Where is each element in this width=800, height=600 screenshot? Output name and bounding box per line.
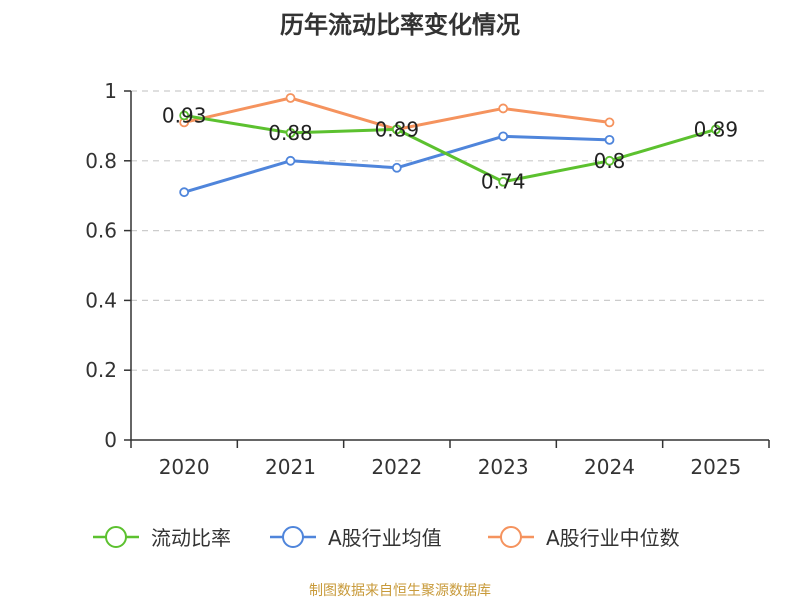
legend-marker <box>500 526 522 548</box>
data-point[interactable] <box>285 93 296 103</box>
legend-label: A股行业均值 <box>328 526 442 550</box>
data-point[interactable] <box>498 131 509 142</box>
data-point[interactable] <box>285 127 296 138</box>
data-label: 0.89 <box>694 117 739 141</box>
data-point[interactable] <box>498 103 509 114</box>
data-point[interactable] <box>179 110 190 121</box>
data-label: 0.8 <box>594 149 626 173</box>
series-group <box>179 93 721 198</box>
y-tick-label: 0.8 <box>85 149 117 173</box>
legend-item[interactable]: 流动比率 <box>93 526 231 550</box>
y-tick-label: 0.2 <box>85 358 117 382</box>
legend-marker <box>105 526 127 548</box>
data-label: 0.88 <box>268 121 313 145</box>
data-labels: 0.93 0.88 0.89 0.74 0.8 0.89 <box>162 103 738 193</box>
legend-label: A股行业中位数 <box>546 526 680 550</box>
data-point[interactable] <box>179 187 190 198</box>
x-tick-label: 2025 <box>690 455 741 479</box>
data-label: 0.89 <box>375 117 420 141</box>
y-tick-label: 0.6 <box>85 219 117 243</box>
x-axis-labels: 2020 2021 2022 2023 2024 2025 <box>159 455 742 479</box>
data-point[interactable] <box>710 124 721 135</box>
x-tick-label: 2022 <box>371 455 422 479</box>
data-point[interactable] <box>604 134 615 145</box>
chart-title: 历年流动比率变化情况 <box>280 11 520 39</box>
legend-label: 流动比率 <box>151 526 231 550</box>
data-point[interactable] <box>391 124 402 135</box>
x-tick-label: 2024 <box>584 455 635 479</box>
grid-lines <box>131 90 769 371</box>
data-point[interactable] <box>285 155 296 166</box>
legend-item[interactable]: A股行业均值 <box>270 526 442 550</box>
axes <box>124 90 770 448</box>
y-tick-label: 0.4 <box>85 288 117 312</box>
legend-marker <box>282 526 304 548</box>
data-point[interactable] <box>498 176 509 187</box>
source-note: 制图数据来自恒生聚源数据库 <box>309 583 491 599</box>
data-point[interactable] <box>604 117 615 128</box>
legend-item[interactable]: A股行业中位数 <box>488 526 680 550</box>
y-tick-label: 1 <box>104 79 117 103</box>
x-tick-label: 2020 <box>159 455 210 479</box>
series-0 <box>179 110 721 187</box>
data-point[interactable] <box>604 155 615 166</box>
y-tick-label: 0 <box>104 428 117 452</box>
series-line <box>183 113 717 184</box>
data-point[interactable] <box>391 162 402 173</box>
x-tick-label: 2023 <box>478 455 529 479</box>
series-1 <box>179 131 615 198</box>
x-tick-label: 2021 <box>265 455 316 479</box>
data-label: 0.74 <box>481 170 526 194</box>
legend[interactable]: 流动比率 A股行业均值 A股行业中位数 <box>93 526 680 550</box>
y-axis-labels: 0 0.2 0.4 0.6 0.8 1 <box>85 79 117 452</box>
data-label: 0.93 <box>162 103 207 127</box>
